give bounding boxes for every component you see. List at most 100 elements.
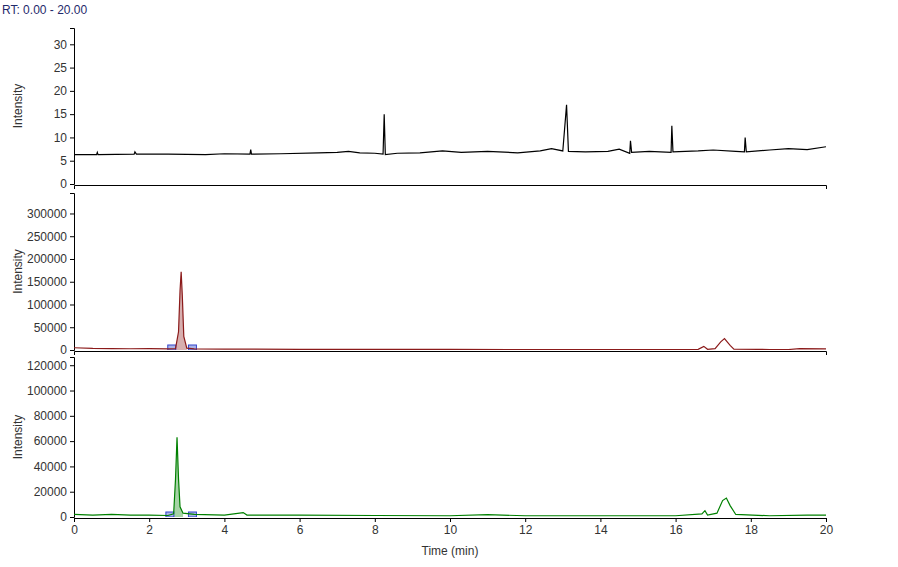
x-tick: 6 <box>297 518 304 537</box>
y-tick-mark <box>70 282 74 283</box>
x-tick-label: 4 <box>222 523 229 537</box>
y-tick-mark <box>70 466 74 467</box>
y-tick-label: 60000 <box>34 434 68 448</box>
x-tick-label: 10 <box>444 523 458 537</box>
y-tick-label: 0 <box>60 510 67 524</box>
y-tick-mark <box>70 391 74 392</box>
y-tick: 150000 <box>27 275 74 289</box>
x-axis: 0 2 4 6 8 10 12 14 16 18 20 <box>71 518 833 537</box>
y-tick: 100000 <box>27 298 74 312</box>
y-tick-mark <box>70 68 74 69</box>
y-tick-label: 100000 <box>27 384 67 398</box>
y-tick: 20 <box>54 84 74 98</box>
y-tick: 30 <box>54 38 74 52</box>
y-tick-mark <box>70 365 74 366</box>
y-tick: 50000 <box>34 321 74 335</box>
x-tick: 20 <box>820 518 834 537</box>
x-tick: 0 <box>71 518 78 537</box>
x-tick-label: 8 <box>372 523 379 537</box>
y-tick: 100000 <box>27 384 74 398</box>
y-tick-mark <box>70 236 74 237</box>
y-tick-mark <box>70 184 74 185</box>
y-axis: 0 20000 40000 60000 80000 100000 120000 <box>27 358 75 525</box>
y-axis-line <box>70 194 75 351</box>
x-tick-mark <box>525 518 526 522</box>
y-tick-label: 20 <box>54 84 68 98</box>
x-tick-mark <box>600 518 601 522</box>
y-tick-label: 30 <box>54 38 68 52</box>
x-tick: 4 <box>222 518 229 537</box>
y-tick-label: 50000 <box>34 321 68 335</box>
x-tick: 10 <box>444 518 458 537</box>
y-tick-label: 120000 <box>27 359 67 373</box>
x-tick-label: 14 <box>594 523 608 537</box>
y-tick-label: 10 <box>54 131 68 145</box>
y-tick: 15 <box>54 107 74 121</box>
x-axis-line <box>75 519 827 523</box>
x-tick-mark <box>826 518 827 522</box>
x-tick: 16 <box>669 518 683 537</box>
y-axis-line <box>70 358 75 518</box>
y-tick-mark <box>70 441 74 442</box>
x-tick: 14 <box>594 518 608 537</box>
trace-line <box>74 272 826 350</box>
y-tick-mark <box>70 259 74 260</box>
x-tick-label: 12 <box>519 523 533 537</box>
y-tick: 25 <box>54 61 74 75</box>
panel: 051015202530Intensity <box>11 29 827 192</box>
y-tick-label: 20000 <box>34 485 68 499</box>
y-tick-label: 100000 <box>27 298 67 312</box>
y-axis: 050000100000150000200000250000300000 <box>27 194 75 358</box>
y-tick-mark <box>70 114 74 115</box>
y-tick-mark <box>70 327 74 328</box>
y-tick-mark <box>70 137 74 138</box>
x-tick-label: 20 <box>820 523 834 537</box>
x-axis-line <box>75 186 827 190</box>
plot-area <box>74 272 826 350</box>
x-tick-label: 2 <box>146 523 153 537</box>
y-tick-mark <box>70 304 74 305</box>
trace-line <box>74 105 826 155</box>
x-tick-mark <box>676 518 677 522</box>
trace-line <box>74 437 826 515</box>
y-tick: 60000 <box>34 434 74 448</box>
y-tick-mark <box>70 416 74 417</box>
x-tick: 8 <box>372 518 379 537</box>
x-tick-label: 6 <box>297 523 304 537</box>
y-tick-mark <box>70 517 74 518</box>
y-tick-label: 0 <box>60 343 67 357</box>
x-tick-mark <box>224 518 225 522</box>
chart-root: 051015202530IntensityRT: 0.00 - 20.00050… <box>0 0 898 567</box>
y-tick-label: 15 <box>54 107 68 121</box>
x-tick-mark <box>300 518 301 522</box>
x-axis <box>75 186 827 190</box>
y-tick-label: 5 <box>60 154 67 168</box>
y-axis: 051015202530 <box>54 29 75 192</box>
y-tick-mark <box>70 44 74 45</box>
y-tick-label: 80000 <box>34 409 68 423</box>
y-tick-label: 300000 <box>27 207 67 221</box>
title: RT: 0.00 - 20.00 <box>2 3 87 17</box>
y-tick-label: 200000 <box>27 252 67 266</box>
x-tick-label: 16 <box>669 523 683 537</box>
y-tick-mark <box>70 350 74 351</box>
y-tick: 40000 <box>34 460 74 474</box>
y-axis-title: Intensity <box>11 415 25 460</box>
x-tick: 18 <box>745 518 759 537</box>
y-tick: 5 <box>60 154 74 168</box>
y-tick-label: 40000 <box>34 460 68 474</box>
x-tick-label: 0 <box>71 523 78 537</box>
y-tick-label: 25 <box>54 61 68 75</box>
x-tick-mark <box>74 518 75 522</box>
x-tick-mark <box>450 518 451 522</box>
y-axis-title: Intensity <box>11 84 25 129</box>
y-tick: 80000 <box>34 409 74 423</box>
panel: 050000100000150000200000250000300000Inte… <box>11 194 827 358</box>
x-tick-label: 18 <box>745 523 759 537</box>
y-tick-mark <box>70 213 74 214</box>
y-tick: 120000 <box>27 359 74 373</box>
x-tick: 2 <box>146 518 153 537</box>
panel: 0 20000 40000 60000 80000 100000 120000 0 2 4 6 8 10… <box>11 358 833 559</box>
y-axis-title: Intensity <box>11 249 25 294</box>
x-axis <box>75 352 827 356</box>
